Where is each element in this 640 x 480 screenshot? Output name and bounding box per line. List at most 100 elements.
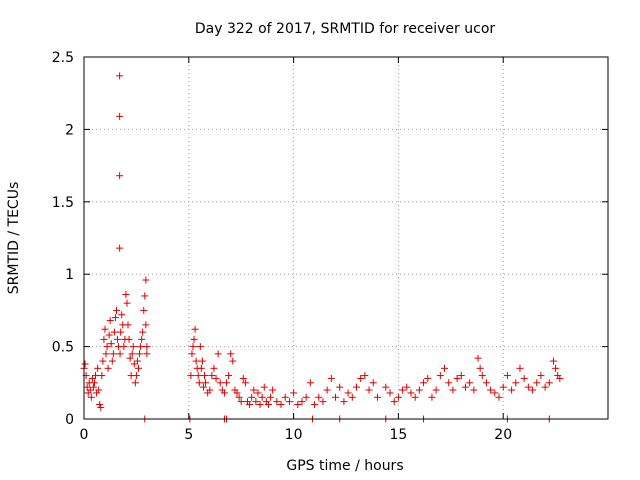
axis-ticks: 0 5 10 15 20 0 0.5 1 1.5 2 2.5 — [52, 50, 608, 443]
data-point — [188, 350, 196, 358]
data-point — [239, 374, 247, 382]
data-point — [524, 383, 532, 391]
data-points — [80, 72, 564, 423]
data-point — [92, 372, 100, 380]
data-point — [541, 383, 549, 391]
x-tick-label: 0 — [80, 427, 89, 443]
data-point — [545, 379, 553, 387]
x-axis-label: GPS time / hours — [286, 458, 403, 474]
data-point — [420, 379, 428, 387]
data-point — [233, 389, 241, 397]
data-point — [89, 383, 97, 391]
data-point — [101, 325, 109, 333]
data-point — [357, 374, 365, 382]
data-point — [103, 343, 111, 351]
data-point — [537, 372, 545, 380]
data-point — [197, 364, 205, 372]
data-point — [122, 290, 130, 298]
data-point — [227, 350, 235, 358]
data-point — [252, 398, 260, 406]
data-point — [124, 321, 132, 329]
data-point — [83, 383, 91, 391]
data-point — [191, 325, 199, 333]
data-point — [202, 379, 210, 387]
data-point — [487, 386, 495, 394]
data-point — [108, 357, 116, 365]
plot-frame — [83, 56, 609, 420]
data-point — [98, 372, 106, 380]
data-point — [260, 383, 268, 391]
data-point — [478, 372, 486, 380]
data-point — [196, 343, 204, 351]
data-point — [143, 350, 151, 358]
data-point — [394, 393, 402, 401]
data-point — [248, 393, 256, 401]
data-point — [126, 354, 134, 362]
x-tick-label: 15 — [389, 427, 407, 443]
data-point — [208, 372, 216, 380]
data-point — [373, 393, 381, 401]
data-point — [117, 328, 125, 336]
data-point — [118, 311, 126, 319]
data-point — [428, 393, 436, 401]
data-point — [298, 398, 306, 406]
data-point — [290, 389, 298, 397]
data-point — [449, 386, 457, 394]
data-point — [107, 340, 115, 348]
data-point — [529, 386, 537, 394]
data-point — [424, 374, 432, 382]
data-point — [415, 386, 423, 394]
data-point — [476, 364, 484, 372]
data-point — [311, 401, 319, 409]
data-point — [508, 386, 516, 394]
y-tick-label: 2 — [65, 122, 74, 138]
data-point — [130, 360, 138, 368]
data-point — [470, 386, 478, 394]
data-point — [133, 357, 141, 365]
y-axis-label: SRMTID / TECUs — [6, 182, 22, 295]
grid-layer — [84, 57, 608, 419]
data-point — [199, 383, 207, 391]
data-point — [254, 389, 262, 397]
y-tick-label: 0.5 — [52, 340, 74, 356]
data-point — [432, 386, 440, 394]
data-point — [503, 372, 511, 380]
data-point — [495, 393, 503, 401]
data-point — [81, 360, 89, 368]
data-point — [189, 343, 197, 351]
data-point — [120, 343, 128, 351]
data-point — [116, 244, 124, 252]
data-point — [250, 386, 258, 394]
data-point — [143, 343, 151, 351]
data-point — [520, 374, 528, 382]
data-point — [229, 357, 237, 365]
data-point — [212, 374, 220, 382]
data-point — [192, 357, 200, 365]
data-point — [142, 276, 150, 284]
data-point — [88, 374, 96, 382]
data-point — [256, 401, 264, 409]
data-point — [269, 386, 277, 394]
data-point — [273, 398, 281, 406]
data-point — [220, 389, 228, 397]
data-point — [285, 398, 293, 406]
data-point — [491, 389, 499, 397]
x-tick-label: 20 — [494, 427, 512, 443]
data-point — [436, 372, 444, 380]
data-point — [390, 398, 398, 406]
data-point — [499, 383, 507, 391]
data-point — [210, 364, 218, 372]
x-tick-label: 10 — [285, 427, 303, 443]
data-point — [86, 386, 94, 394]
data-point — [138, 335, 146, 343]
data-point — [302, 393, 310, 401]
data-point — [106, 317, 114, 325]
data-point — [90, 379, 98, 387]
data-point — [198, 357, 206, 365]
data-point — [323, 386, 331, 394]
data-point — [97, 403, 105, 411]
data-point — [512, 379, 520, 387]
data-point — [241, 379, 249, 387]
chart-title: Day 322 of 2017, SRMTID for receiver uco… — [195, 21, 496, 37]
data-point — [403, 383, 411, 391]
